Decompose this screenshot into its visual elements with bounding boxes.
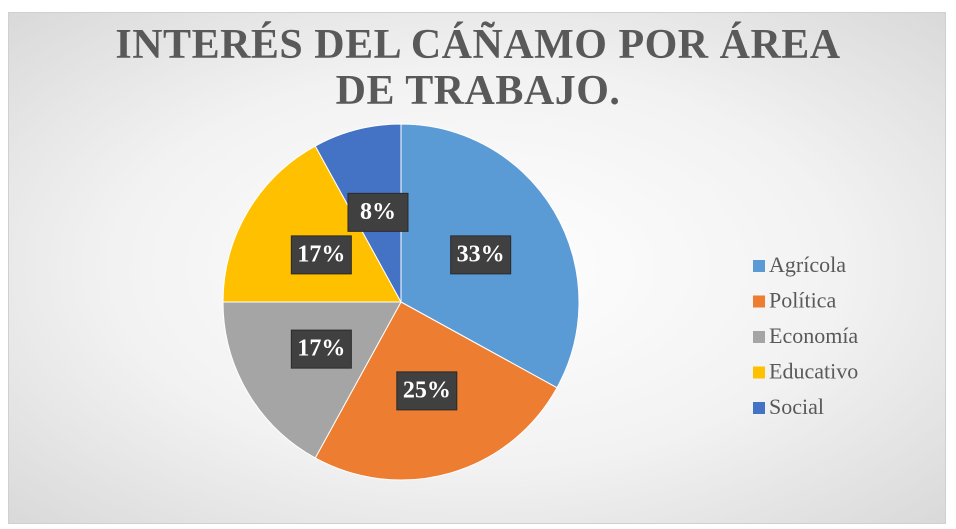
data-label-box [450, 235, 512, 275]
data-label-box [290, 329, 352, 369]
legend-label: Social [769, 394, 824, 419]
data-label: 17% [297, 336, 345, 362]
data-label: 33% [457, 241, 505, 267]
legend-label: Política [769, 288, 836, 313]
pie-slice [222, 301, 402, 459]
pie-slice [222, 145, 402, 303]
data-label-box [290, 235, 352, 275]
legend-swatch [753, 366, 765, 379]
legend-label: Educativo [769, 359, 858, 384]
data-label-box [347, 192, 409, 232]
data-label: 17% [297, 241, 345, 267]
legend-swatch [753, 402, 765, 414]
data-label: 8% [360, 199, 396, 225]
legend-label: Economía [769, 323, 858, 348]
data-label-box [396, 371, 458, 411]
legend-swatch [753, 331, 765, 343]
legend-swatch [753, 295, 765, 308]
data-label: 25% [403, 377, 451, 403]
legend-swatch [753, 260, 765, 272]
chart-title: INTERÉS DEL CÁÑAMO POR ÁREA DE TRABAJO. [115, 22, 841, 114]
legend-label: Agrícola [769, 252, 846, 277]
